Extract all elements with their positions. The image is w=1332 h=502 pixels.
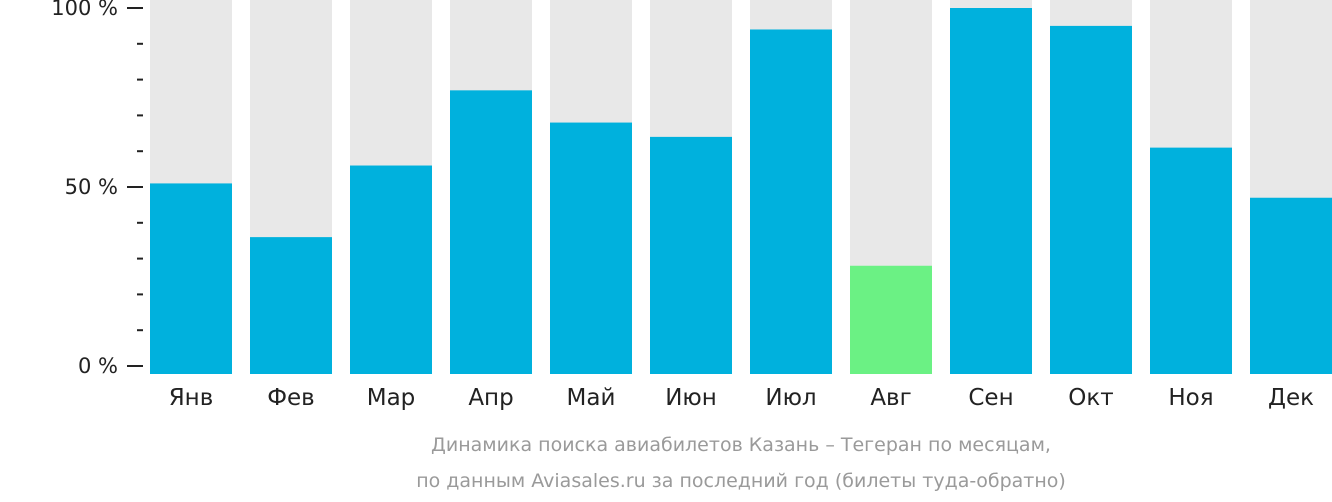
- chart-caption-line-2: по данным Aviasales.ru за последний год …: [416, 470, 1066, 492]
- bar-6[interactable]: [650, 136, 732, 374]
- x-category-label: Июн: [665, 385, 717, 411]
- y-axis: 100 % 50 % 0 %: [51, 0, 143, 378]
- bar-3[interactable]: [350, 165, 432, 374]
- y-tick-label: 100 %: [51, 0, 118, 20]
- x-category-label: Май: [567, 385, 616, 411]
- x-category-label: Сен: [968, 385, 1013, 411]
- x-category-label: Янв: [169, 385, 214, 411]
- x-category-label: Фев: [267, 385, 315, 411]
- x-category-label: Апр: [468, 385, 513, 411]
- x-axis-labels: Янв Фев Мар Апр Май Июн Июл Авг Сен Окт Ноя Дек: [169, 385, 1314, 411]
- x-category-label: Окт: [1068, 385, 1113, 411]
- y-tick-label: 0 %: [78, 354, 118, 378]
- bar-5[interactable]: [550, 122, 632, 374]
- y-tick-label: 50 %: [65, 175, 118, 199]
- x-category-label: Авг: [870, 385, 911, 411]
- bar-11[interactable]: [1150, 147, 1232, 374]
- bar-10[interactable]: [1050, 25, 1132, 375]
- bar-1[interactable]: [150, 183, 232, 374]
- bar-2[interactable]: [250, 237, 332, 374]
- x-category-label: Ноя: [1168, 385, 1213, 411]
- bars: [150, 8, 1332, 375]
- bar-7[interactable]: [750, 29, 832, 374]
- bar-4[interactable]: [450, 90, 532, 374]
- x-category-label: Июл: [765, 385, 816, 411]
- x-category-label: Дек: [1268, 385, 1314, 411]
- bar-8[interactable]: [850, 265, 932, 374]
- bar-9[interactable]: [950, 8, 1032, 374]
- chart-caption-line-1: Динамика поиска авиабилетов Казань – Тег…: [431, 434, 1051, 456]
- bar-12[interactable]: [1250, 197, 1332, 374]
- x-category-label: Мар: [367, 385, 416, 411]
